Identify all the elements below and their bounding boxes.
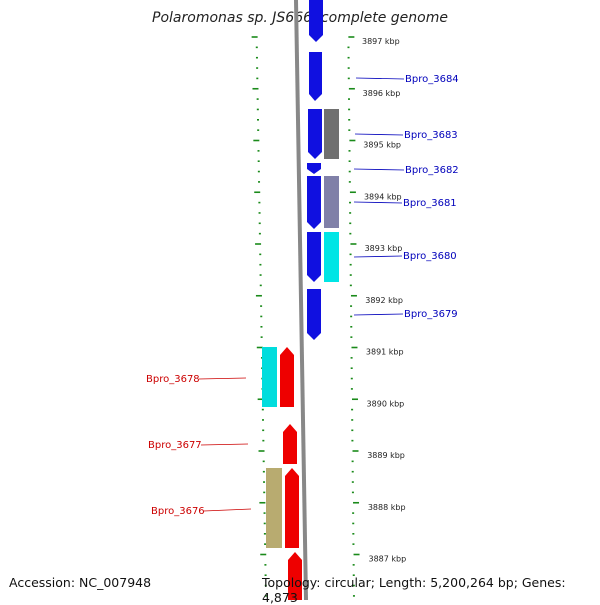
gene-label-bpro-3683[interactable]: Bpro_3683: [404, 130, 458, 141]
scale-tick-label: 3897 kbp: [362, 37, 400, 46]
gene-bpro-3682[interactable]: [307, 163, 321, 174]
scale-tick-label: 3896 kbp: [363, 89, 401, 98]
gene-bpro-3679[interactable]: [307, 289, 321, 340]
gene-bpro-3680[interactable]: [307, 232, 321, 282]
feature-bpro-3680[interactable]: [324, 232, 339, 282]
gene-label-bpro-3676[interactable]: Bpro_3676: [151, 506, 205, 517]
leader-line: [200, 443, 249, 446]
leader-line: [355, 77, 405, 80]
gene-label-bpro-3679[interactable]: Bpro_3679: [404, 309, 458, 320]
leader-line: [353, 168, 405, 171]
gene-arrow[interactable]: [288, 552, 302, 600]
forward-labels: Bpro_3684 Bpro_3683 Bpro_3682 Bpro_3681 …: [353, 74, 459, 320]
accession-text: Accession: NC_007948: [9, 575, 152, 590]
map-title: Polaromonas sp. JS666, complete genome: [152, 10, 448, 26]
gene-label-bpro-3684[interactable]: Bpro_3684: [405, 74, 459, 85]
leader-line: [353, 255, 403, 258]
gene-label-bpro-3678[interactable]: Bpro_3678: [146, 374, 200, 385]
leader-line: [353, 313, 404, 316]
scale-tick-label: 3894 kbp: [364, 192, 402, 201]
left-tick-column: [251, 36, 267, 597]
reverse-strand: [262, 347, 302, 600]
leader-line: [203, 508, 252, 512]
scale-tick-label: 3893 kbp: [365, 244, 403, 253]
scale-tick-label: 3889 kbp: [367, 451, 405, 460]
scale-tick-label: 3892 kbp: [365, 296, 403, 305]
gene-label-bpro-3682[interactable]: Bpro_3682: [405, 165, 459, 176]
scale-tick-label: 3890 kbp: [367, 399, 405, 408]
topology-text: Topology: circular; Length: 5,200,264 bp…: [262, 575, 566, 605]
feature-bpro-3681[interactable]: [324, 176, 339, 228]
gene-bpro-3676[interactable]: [285, 468, 299, 548]
genome-backbone: [294, 0, 308, 600]
gene-bpro-3678[interactable]: [280, 347, 294, 407]
leader-line: [198, 377, 247, 380]
gene-bpro-3683[interactable]: [308, 109, 322, 159]
gene-bpro-3681[interactable]: [307, 176, 321, 229]
scale-tick-label: 3888 kbp: [368, 503, 406, 512]
gene-label-bpro-3677[interactable]: Bpro_3677: [148, 440, 202, 451]
feature-bpro-3683[interactable]: [324, 109, 339, 159]
leader-line: [354, 133, 404, 136]
scale-tick-label: 3887 kbp: [369, 555, 407, 564]
reverse-labels: Bpro_3678 Bpro_3677 Bpro_3676: [146, 374, 252, 517]
right-tick-column: 3897 kbp 3896 kbp 3895 kbp 3894 kbp 3893 kbp…: [347, 36, 407, 597]
feature-bpro-3678[interactable]: [262, 347, 277, 407]
forward-strand: [307, 0, 339, 340]
scale-tick-label: 3891 kbp: [366, 348, 404, 357]
gene-label-bpro-3681[interactable]: Bpro_3681: [403, 198, 457, 209]
gene-arrow[interactable]: [309, 0, 323, 42]
feature-bpro-3676[interactable]: [266, 468, 282, 548]
leader-line: [353, 201, 403, 204]
gene-bpro-3677[interactable]: [283, 424, 297, 464]
gene-bpro-3684[interactable]: [309, 52, 322, 101]
scale-tick-label: 3895 kbp: [363, 141, 401, 150]
gene-label-bpro-3680[interactable]: Bpro_3680: [403, 251, 457, 262]
